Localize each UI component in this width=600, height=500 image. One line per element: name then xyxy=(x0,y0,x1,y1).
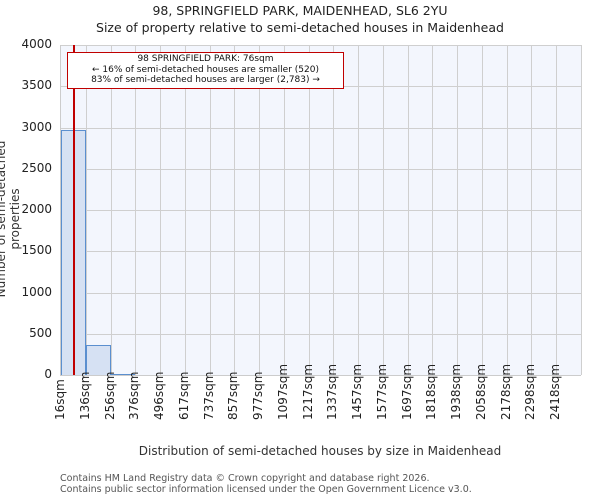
x-tick-label: 617sqm xyxy=(176,371,191,420)
grid-line-h xyxy=(61,45,581,46)
x-tick-label: 136sqm xyxy=(77,371,92,420)
grid-line-v xyxy=(457,45,459,375)
property-marker-line xyxy=(73,45,75,375)
y-tick-label: 1000 xyxy=(21,284,52,299)
y-tick-label: 1500 xyxy=(21,243,52,258)
y-tick-label: 500 xyxy=(29,325,52,340)
y-tick-label: 2500 xyxy=(21,160,52,175)
grid-line-v xyxy=(506,45,508,375)
grid-line-v xyxy=(85,45,87,375)
x-tick-label: 496sqm xyxy=(152,371,167,420)
x-tick-label: 2298sqm xyxy=(523,363,538,420)
grid-line-v xyxy=(209,45,211,375)
y-tick-label: 3000 xyxy=(21,119,52,134)
y-tick-label: 3500 xyxy=(21,78,52,93)
annotation-line-1: 98 SPRINGFIELD PARK: 76sqm xyxy=(137,54,274,64)
x-tick-label: 1697sqm xyxy=(399,363,414,420)
annotation-box: 98 SPRINGFIELD PARK: 76sqm ← 16% of semi… xyxy=(67,52,344,89)
x-axis-label: Distribution of semi-detached houses by … xyxy=(138,444,502,458)
x-tick-label: 1337sqm xyxy=(325,363,340,420)
y-tick-label: 2000 xyxy=(21,202,52,216)
grid-line-v xyxy=(581,45,582,375)
grid-line-v xyxy=(382,45,384,375)
grid-line-v xyxy=(160,45,162,375)
x-tick-label: 737sqm xyxy=(201,371,216,420)
annotation-line-2: ← 16% of semi-detached houses are smalle… xyxy=(92,64,319,75)
x-tick-label: 1217sqm xyxy=(300,363,315,420)
x-tick-label: 376sqm xyxy=(127,371,142,420)
x-tick-label: 1938sqm xyxy=(449,363,464,420)
y-tick-label: 4000 xyxy=(21,37,52,51)
chart-subtitle: Size of property relative to semi-detach… xyxy=(96,20,504,35)
grid-line-h xyxy=(61,210,581,211)
grid-line-h xyxy=(61,292,581,294)
grid-line-v xyxy=(333,45,335,375)
x-tick-label: 977sqm xyxy=(251,371,266,420)
grid-line-v xyxy=(481,45,483,375)
grid-line-v xyxy=(283,45,285,375)
footer-line-1: Contains HM Land Registry data © Crown c… xyxy=(60,473,430,484)
y-tick-label: 0 xyxy=(44,367,52,381)
x-tick-label: 2418sqm xyxy=(548,363,563,420)
grid-line-v xyxy=(556,45,558,375)
grid-line-v xyxy=(432,45,434,375)
grid-line-v xyxy=(358,45,360,375)
grid-line-v xyxy=(110,45,112,375)
grid-line-v xyxy=(407,45,409,375)
grid-line-v xyxy=(234,45,236,375)
annotation-line-3: 83% of semi-detached houses are larger (… xyxy=(91,75,320,85)
x-tick-label: 1457sqm xyxy=(350,363,365,420)
x-tick-label: 1097sqm xyxy=(275,363,290,420)
grid-line-v xyxy=(531,45,533,375)
grid-line-h xyxy=(61,251,581,253)
x-tick-label: 2178sqm xyxy=(498,363,513,420)
grid-line-v xyxy=(308,45,310,375)
x-tick-label: 2058sqm xyxy=(473,363,488,420)
plot-area xyxy=(60,45,582,376)
x-tick-label: 1818sqm xyxy=(424,363,439,420)
grid-line-v xyxy=(135,45,137,375)
x-tick-label: 857sqm xyxy=(226,371,241,420)
footer-line-2: Contains public sector information licen… xyxy=(60,484,472,495)
grid-line-h xyxy=(61,168,581,170)
histogram-bar xyxy=(110,373,136,375)
x-tick-label: 256sqm xyxy=(102,371,117,420)
grid-line-v xyxy=(184,45,186,375)
chart-title: 98, SPRINGFIELD PARK, MAIDENHEAD, SL6 2Y… xyxy=(152,3,448,18)
grid-line-h xyxy=(61,333,581,335)
histogram-bar xyxy=(85,345,111,375)
x-tick-label: 16sqm xyxy=(53,379,67,420)
grid-line-v xyxy=(259,45,261,375)
x-tick-label: 1577sqm xyxy=(374,363,389,420)
grid-line-h xyxy=(61,127,581,129)
